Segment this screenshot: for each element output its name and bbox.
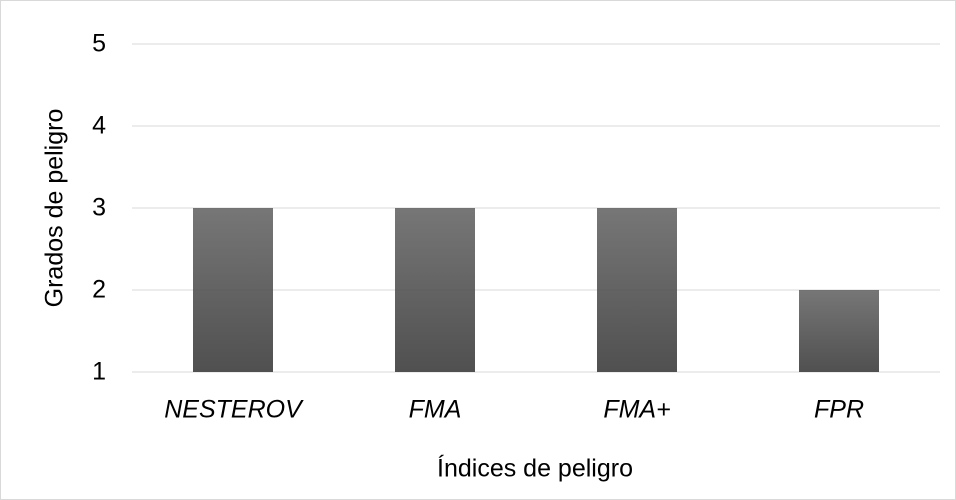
- bar: [597, 208, 677, 372]
- x-axis-title: Índices de peligro: [437, 454, 633, 483]
- y-tick-label: 5: [92, 30, 106, 58]
- y-tick-label: 3: [92, 194, 106, 222]
- bar: [799, 290, 879, 372]
- y-tick-label: 4: [92, 112, 106, 140]
- bar: [395, 208, 475, 372]
- y-tick-label: 2: [92, 276, 106, 304]
- x-tick-label: NESTEROV: [164, 396, 304, 424]
- x-tick-label: FMA: [409, 396, 462, 424]
- y-axis-title: Grados de peligro: [41, 109, 69, 308]
- x-tick-label: FPR: [814, 396, 864, 424]
- bar: [193, 208, 273, 372]
- x-tick-label: FMA+: [603, 396, 670, 424]
- y-tick-label: 1: [92, 358, 106, 386]
